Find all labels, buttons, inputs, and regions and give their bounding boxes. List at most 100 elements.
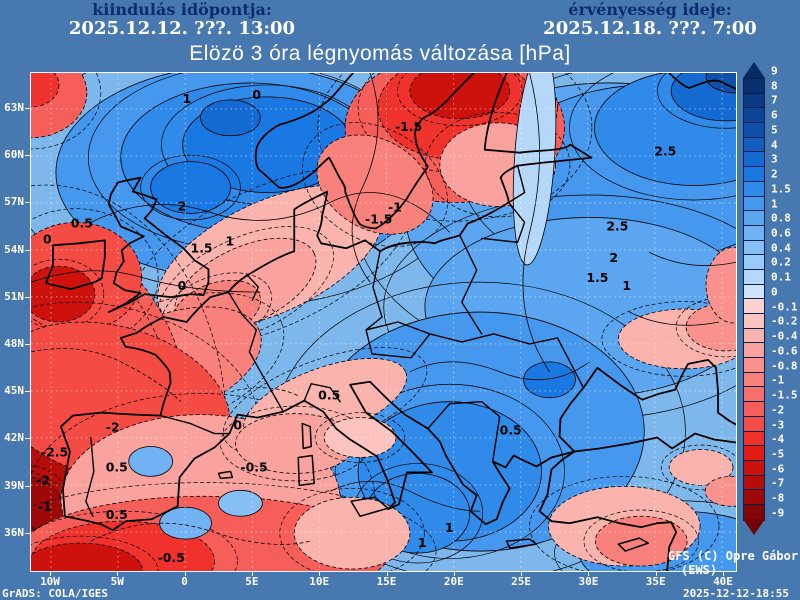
colorbar-box: [744, 181, 764, 197]
colorbar-box: [744, 196, 764, 212]
contour-label: -1: [38, 499, 52, 514]
country-borders: [85, 164, 585, 517]
colorbar-label: -0.1: [771, 300, 798, 314]
pressure-change-regions: [31, 73, 736, 571]
lat-label: 60N: [4, 148, 24, 162]
colorbar-box: [744, 240, 764, 256]
contour-label: 0: [178, 278, 187, 293]
colorbar-box: [744, 372, 764, 388]
lon-tick: [184, 572, 186, 576]
valid-time-value: 2025.12.18. ???. 7:00: [543, 18, 757, 39]
contour-label: 1.5: [191, 240, 213, 255]
colorbar-label: -6: [771, 462, 785, 476]
lon-label: 5W: [110, 575, 124, 588]
contour-label: 2: [609, 250, 618, 265]
init-time-block: kiindulás idöpontja: 2025.12.12. ???. 13…: [40, 1, 324, 39]
colorbar-label: 0.2: [771, 255, 791, 269]
contour-ring: [31, 73, 102, 150]
contour-line-solid: [31, 73, 736, 512]
contour-ring: [317, 73, 593, 222]
latlon-gridlines: [31, 73, 736, 571]
region-ellipse: [523, 361, 576, 399]
contour-label: 1: [418, 535, 427, 550]
contour-value-labels: 1 0-1.5-1-1.521.5 10.5002.52.521.51-2-2.5-…: [36, 87, 676, 565]
contour-label: 2.5: [606, 218, 628, 233]
coastline-turkey: [538, 432, 736, 571]
valid-time-label: érvényesség ideje:: [568, 0, 732, 19]
contour-label: 2.5: [654, 144, 676, 159]
contour-label: 0: [233, 418, 242, 433]
coastlines: [45, 73, 736, 571]
colorbar-box: [744, 314, 764, 329]
colorbar-label: 0.6: [771, 226, 791, 240]
lat-tick: [25, 532, 30, 534]
lat-tick: [25, 438, 30, 440]
init-time-value: 2025.12.12. ???. 13:00: [68, 18, 296, 39]
colorbar-label: 0: [771, 285, 778, 299]
lat-label: 63N: [4, 101, 24, 114]
colorbar-box: [744, 328, 764, 344]
colorbar-label: -0.6: [771, 344, 798, 358]
colorbar-label: 8: [771, 79, 778, 93]
grads-banner: GrADS: COLA/IGES: [2, 587, 108, 600]
contour-label: 0: [43, 231, 52, 246]
colorbar-label: 0.1: [771, 270, 791, 284]
contour-label: 1: [225, 233, 234, 248]
contour-line-dashed: [31, 348, 311, 545]
valid-time-block: érvényesség ideje: 2025.12.18. ???. 7:00: [505, 1, 795, 39]
colorbar-box: [744, 108, 764, 124]
lon-tick: [319, 572, 321, 576]
coastline-britain: [107, 176, 210, 313]
lat-tick: [25, 391, 30, 393]
lat-label: 39N: [4, 478, 24, 492]
lon-tick: [251, 572, 253, 576]
lon-label: 20E: [443, 575, 464, 588]
colorbar-box: [744, 299, 764, 314]
lat-tick: [25, 249, 30, 251]
lon-label: 5E: [245, 575, 259, 588]
contour-ring: [660, 444, 736, 491]
lon-label: 40E: [713, 575, 733, 588]
contour-label: 0: [252, 87, 261, 102]
coastline-white-sea: [668, 73, 736, 90]
colorbar-box: [744, 504, 764, 520]
region-ellipse: [293, 496, 411, 570]
colorbar-box: [744, 490, 764, 505]
lat-tick: [25, 296, 30, 298]
colorbar-label: -4: [771, 432, 785, 446]
colorbar-box: [744, 475, 764, 491]
colorbar-box: [744, 284, 764, 300]
contour-ring: [657, 73, 736, 129]
colorbar-box: [744, 79, 764, 94]
colorbar-box: [744, 358, 764, 373]
colorbar-label: 0.8: [771, 211, 791, 225]
lon-label: 35E: [645, 575, 666, 588]
lon-label: 25E: [511, 575, 532, 588]
contour-lines: [31, 73, 736, 545]
contour-label: 0.5: [71, 215, 93, 230]
contour-label: 1.5: [586, 270, 608, 285]
lon-tick: [588, 572, 590, 576]
lon-tick: [723, 572, 724, 576]
colorbar-box: [744, 446, 764, 461]
colorbar-label: 6: [771, 108, 778, 122]
colorbar-box: [744, 387, 764, 403]
lat-label: 42N: [4, 431, 24, 445]
colorbar-label: 0.4: [771, 241, 791, 255]
page-title: Elözö 3 óra légnyomás változása [hPa]: [189, 42, 571, 65]
contour-label: 0.5: [106, 507, 128, 522]
contour-label: -1: [388, 199, 402, 214]
colorbar: 9 8 7 6 5 4 3 2 1.5 1 0.8 0.6 0.4 0.2 0.1 0 -0.1 -0.2 -0.4…: [743, 62, 800, 535]
contour-ring: [583, 509, 699, 571]
region-ellipse: [668, 449, 734, 486]
colorbar-arrow-up: [743, 62, 765, 78]
colorbar-box: [744, 402, 764, 417]
lat-tick: [25, 485, 30, 487]
colorbar-label: -3: [771, 418, 785, 432]
contour-label: 1: [445, 520, 454, 535]
contour-label: 0.5: [500, 423, 522, 438]
lon-label: 10W: [40, 575, 60, 588]
colorbar-box: [744, 123, 764, 138]
colorbar-label: 4: [771, 138, 778, 152]
lat-tick: [25, 344, 30, 345]
